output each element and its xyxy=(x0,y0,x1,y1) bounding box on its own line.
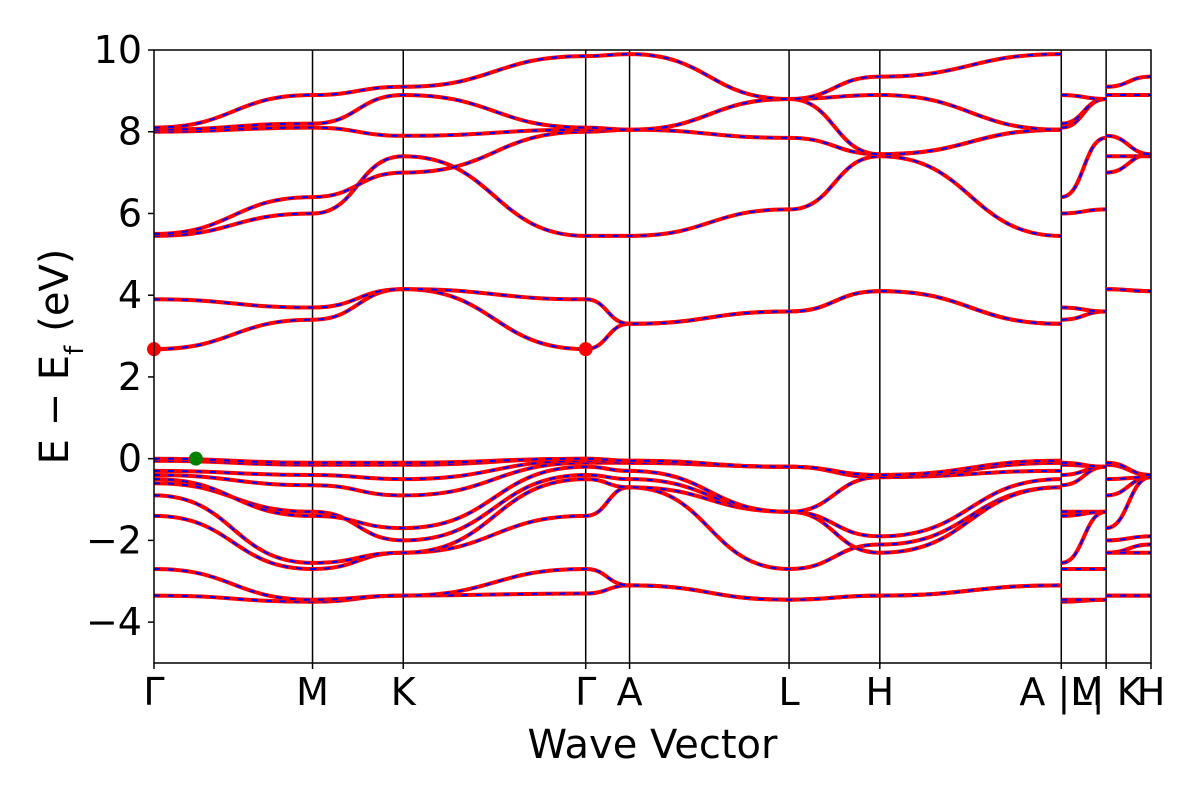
vbm-marker xyxy=(188,451,203,466)
x-tick-label: Γ xyxy=(575,670,596,714)
x-tick-label: H xyxy=(1137,670,1166,714)
y-axis-title-main: E − E xyxy=(32,355,78,465)
band-segment xyxy=(1105,133,1152,157)
band-line-spin-down xyxy=(153,128,1062,235)
y-axis-title-sub: f xyxy=(60,345,90,355)
x-tick-label: A |M xyxy=(1019,670,1103,715)
band-segment xyxy=(1061,93,1107,101)
band-segment-dashed xyxy=(1061,136,1107,199)
band-line-spin-down xyxy=(153,486,1062,571)
band-series xyxy=(153,52,1152,130)
band-line-spin-up xyxy=(153,127,1062,236)
band-line-spin-down xyxy=(153,155,1062,237)
band-segment-dashed xyxy=(1061,208,1107,215)
band-segment-dashed xyxy=(1106,535,1152,542)
band-line-spin-down xyxy=(153,478,1062,564)
band-segment xyxy=(1060,509,1107,565)
y-tick-label: −2 xyxy=(86,518,142,562)
band-line-spin-up xyxy=(153,154,1062,238)
band-line-spin-up xyxy=(153,92,1062,132)
band-segment-dashed xyxy=(1061,94,1107,100)
band-series xyxy=(153,456,1152,478)
band-segment-dashed xyxy=(1106,476,1152,481)
x-tick-label: L| K xyxy=(1071,670,1143,715)
y-tick-label: 6 xyxy=(118,191,142,235)
band-series xyxy=(153,96,1152,157)
x-tick-label: L xyxy=(779,670,800,714)
band-segment xyxy=(1061,207,1107,216)
y-tick-label: 8 xyxy=(118,110,142,154)
band-line-spin-up xyxy=(153,566,1062,602)
x-tick-label: A xyxy=(617,670,643,714)
band-line-spin-down xyxy=(153,459,1062,481)
y-tick-label: 10 xyxy=(94,28,142,72)
band-segment-dashed xyxy=(1106,134,1152,156)
band-segment-dashed xyxy=(1106,463,1152,476)
band-segment xyxy=(1061,97,1107,126)
band-segment-dashed xyxy=(1061,306,1107,313)
band-line-spin-up xyxy=(153,96,1062,157)
band-segment xyxy=(1106,460,1152,477)
x-tick-label: K xyxy=(391,670,417,714)
band-segment-dashed xyxy=(1106,288,1152,293)
band-series xyxy=(153,287,1152,326)
band-segment xyxy=(1061,305,1107,314)
bands xyxy=(153,52,1152,604)
band-segment-dashed xyxy=(1061,510,1107,517)
band-series xyxy=(153,566,1151,602)
band-line-spin-up xyxy=(153,477,1062,565)
band-segment xyxy=(1106,74,1152,89)
y-axis: −4 −2 0 2 4 6 8 10 xyxy=(86,28,154,644)
y-tick-label: 0 xyxy=(118,437,142,481)
band-line-spin-down xyxy=(153,457,1062,477)
y-tick-label: 2 xyxy=(118,355,142,399)
band-segment-dashed xyxy=(1106,461,1152,476)
band-series xyxy=(153,154,1151,238)
band-line-spin-up xyxy=(153,287,1062,352)
band-segment-dashed xyxy=(1061,98,1107,129)
band-edge-markers xyxy=(147,342,593,466)
band-line-spin-up xyxy=(153,52,1062,130)
band-segment xyxy=(1106,534,1152,543)
plot-frame xyxy=(153,49,1152,664)
band-segment-dashed xyxy=(1106,75,1152,88)
x-tick-label: H xyxy=(866,670,895,714)
x-axis-title: Wave Vector xyxy=(528,722,779,768)
y-axis-title-unit: (eV) xyxy=(32,249,78,332)
band-line-spin-down xyxy=(153,473,1062,542)
y-axis-title: E − Ef (eV) xyxy=(32,249,90,465)
band-segment-dashed xyxy=(1061,465,1107,476)
band-series xyxy=(153,472,1152,543)
band-segment xyxy=(1106,287,1152,294)
band-segment-dashed xyxy=(1061,461,1107,468)
band-series xyxy=(153,92,1151,132)
band-segment-dashed xyxy=(1061,310,1107,321)
band-line-spin-down xyxy=(153,93,1062,131)
band-segment xyxy=(1060,135,1107,200)
y-tick-label: −4 xyxy=(86,600,142,644)
cbm-marker xyxy=(578,342,593,357)
x-tick-label: Γ xyxy=(143,670,164,714)
band-segment xyxy=(1106,475,1152,482)
kpoint-lines xyxy=(311,50,1107,663)
y-tick-label: 4 xyxy=(118,273,142,317)
x-tick-label: M xyxy=(296,670,329,714)
band-line-spin-down xyxy=(153,288,1062,325)
band-line-spin-down xyxy=(153,53,1062,129)
